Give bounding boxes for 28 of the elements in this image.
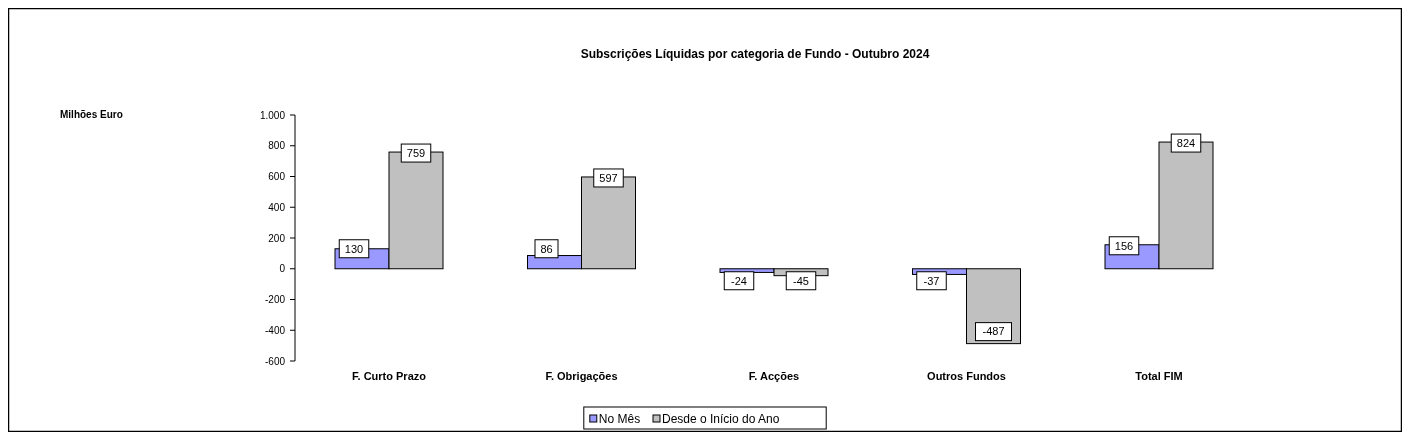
chart-title: Subscrições Líquidas por categoria de Fundo - Outubro 2024: [580, 47, 930, 61]
data-label: -487: [982, 325, 1005, 338]
x-tick-label: Outros Fundos: [927, 370, 1006, 382]
y-tick-label: 800: [268, 140, 286, 152]
legend-label: No Mês: [598, 412, 641, 427]
data-label: 156: [1114, 239, 1134, 252]
data-label: 759: [406, 146, 426, 159]
data-label: 824: [1176, 136, 1196, 149]
y-tick-label: -200: [264, 294, 286, 305]
data-label: 86: [540, 242, 553, 255]
x-tick-label: Total FIM: [1135, 370, 1183, 382]
y-tick-label: 1.000: [259, 109, 286, 121]
x-tick-label: F. Curto Prazo: [352, 370, 427, 382]
y-tick-label: 600: [268, 171, 286, 182]
y-tick-label: 200: [268, 232, 286, 244]
y-tick-label: -600: [264, 355, 286, 367]
data-label: -37: [923, 274, 940, 287]
y-tick-label: -400: [264, 324, 286, 336]
data-label: -24: [731, 274, 747, 287]
y-tick-label: 0: [279, 263, 286, 275]
data-label: 130: [344, 242, 364, 255]
x-tick-label: F. Acções: [748, 370, 800, 382]
text: Milhões Euro: [60, 109, 123, 120]
data-label: -45: [793, 274, 809, 287]
y-tick-label: 400: [268, 201, 286, 213]
legend-label: Desde o Início do Ano: [662, 412, 780, 427]
x-tick-label: F. Obrigações: [545, 370, 618, 382]
data-label: 597: [599, 171, 618, 184]
